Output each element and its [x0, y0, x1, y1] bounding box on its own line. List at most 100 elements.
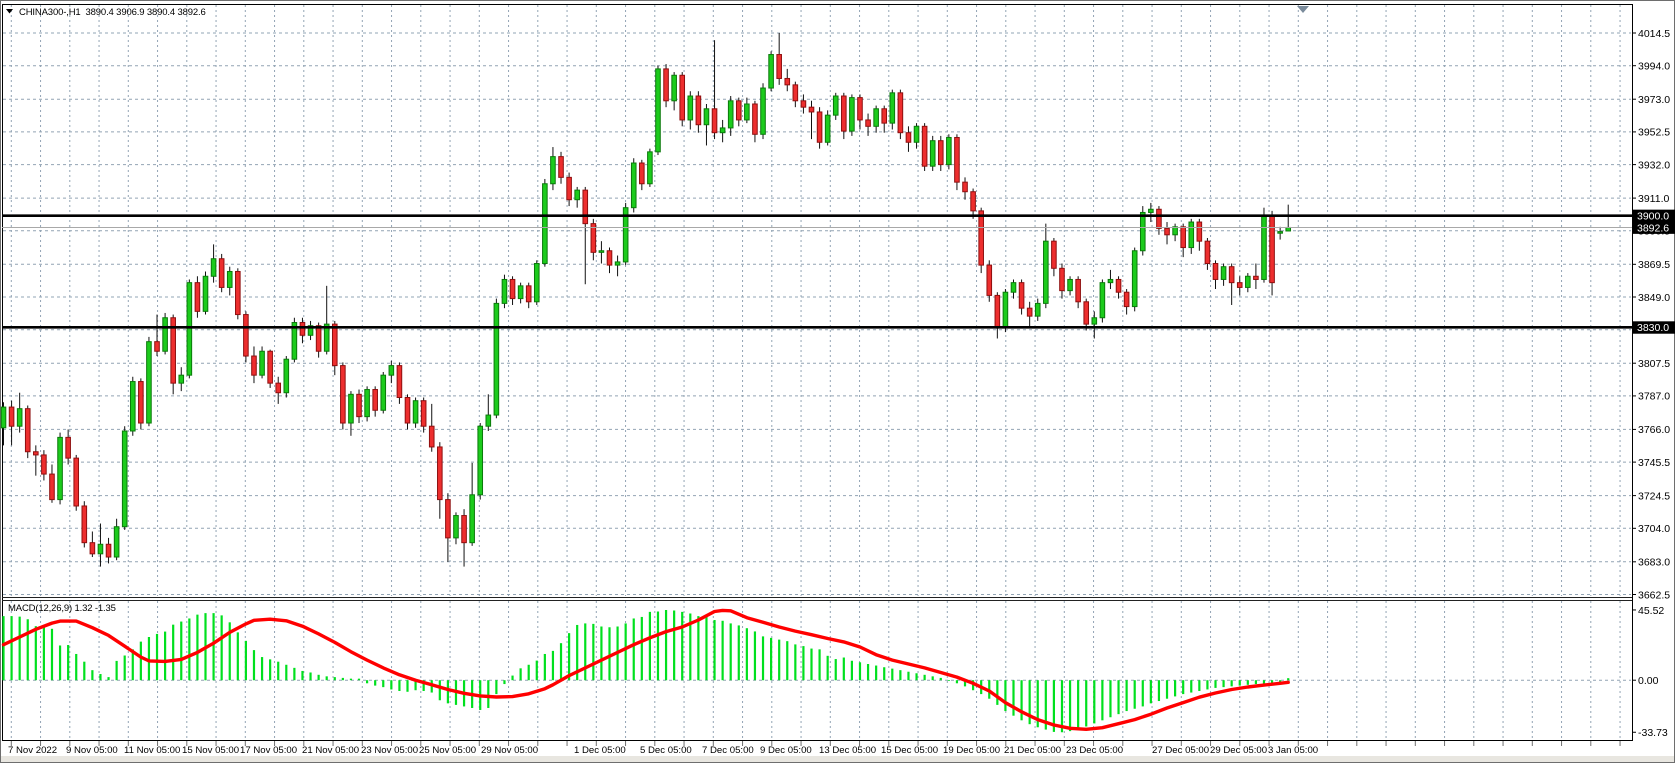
candle — [210, 244, 217, 283]
candle — [954, 134, 960, 191]
candle — [937, 135, 944, 171]
candle — [1083, 298, 1090, 331]
candle — [857, 94, 863, 130]
candle — [873, 105, 879, 133]
candle — [800, 94, 807, 114]
candle — [105, 537, 112, 564]
candle — [154, 314, 160, 357]
date-axis-label: 17 Nov 05:00 — [240, 745, 297, 756]
candle — [186, 279, 193, 379]
candle — [639, 159, 645, 191]
horizontal-lines-layer[interactable] — [2, 214, 1632, 329]
candle — [1115, 276, 1122, 299]
candle — [420, 397, 427, 433]
candle — [437, 442, 443, 519]
candle — [695, 91, 702, 133]
date-axis-label: 25 Nov 05:00 — [419, 745, 476, 756]
candle — [380, 371, 387, 414]
candle — [978, 207, 984, 274]
candle — [913, 123, 920, 149]
candle — [291, 317, 298, 363]
date-axis-label: 27 Dec 05:00 — [1152, 745, 1209, 756]
candle — [331, 320, 338, 376]
candle — [841, 92, 847, 140]
candles-layer[interactable] — [0, 33, 1292, 567]
candle — [509, 276, 516, 305]
candle — [1010, 279, 1017, 299]
candle — [121, 426, 128, 530]
candle — [24, 405, 31, 459]
symbol-dropdown-icon[interactable] — [6, 9, 13, 14]
candle — [655, 65, 661, 156]
candle — [65, 429, 71, 465]
candle — [946, 134, 952, 170]
candle — [243, 311, 249, 363]
candle — [307, 320, 314, 341]
date-axis-label: 19 Dec 05:00 — [943, 745, 1000, 756]
candle — [485, 394, 492, 432]
candle — [493, 298, 500, 419]
candle — [235, 268, 241, 320]
candle — [533, 260, 540, 305]
candle — [1212, 260, 1219, 290]
candle — [57, 432, 63, 505]
candle — [388, 360, 395, 384]
candle — [889, 89, 896, 130]
candle — [808, 100, 815, 140]
candle — [663, 64, 669, 108]
candle — [364, 386, 370, 422]
candle — [16, 392, 23, 433]
candle — [259, 346, 265, 379]
macd-layer[interactable] — [1, 608, 1290, 733]
candle — [574, 186, 580, 208]
candle — [1164, 222, 1170, 245]
price-axis-label: 3704.0 — [1638, 523, 1670, 535]
candle — [1107, 269, 1114, 290]
candle — [404, 394, 411, 430]
date-axis-label: 15 Dec 05:00 — [881, 745, 938, 756]
candle — [1043, 223, 1049, 309]
date-axis-label: 1 Dec 05:00 — [574, 745, 626, 756]
candle — [905, 126, 912, 152]
svg-text:3900.0: 3900.0 — [1637, 211, 1669, 223]
candle — [162, 312, 168, 355]
price-axis-label: 3932.0 — [1638, 159, 1670, 171]
date-axis-label: 11 Nov 05:00 — [124, 745, 180, 756]
candle — [1196, 218, 1203, 251]
candle — [41, 450, 47, 481]
candle — [428, 403, 435, 452]
candle — [1002, 289, 1009, 333]
date-axis-label: 5 Dec 05:00 — [640, 745, 692, 756]
candle — [1228, 263, 1235, 305]
date-axis-label: 21 Dec 05:00 — [1004, 745, 1061, 756]
price-axis-label: 3849.0 — [1638, 292, 1670, 304]
candle — [744, 97, 750, 124]
price-axis-label: 4014.5 — [1638, 28, 1670, 40]
candle — [299, 317, 306, 344]
candle — [251, 346, 257, 384]
candle — [1018, 279, 1025, 315]
candle — [89, 531, 96, 558]
candle — [986, 260, 993, 302]
candle — [275, 376, 282, 404]
candle — [1220, 263, 1227, 286]
macd-indicator-label: MACD(12,26,9) 1.32 -1.35 — [8, 603, 116, 614]
scroll-end-marker[interactable] — [1297, 6, 1309, 13]
candle — [760, 83, 766, 140]
grid-lines — [3, 5, 1631, 746]
candle — [566, 172, 572, 207]
candle — [768, 51, 774, 92]
price-axis-label: 3869.5 — [1638, 259, 1670, 271]
candle — [1123, 289, 1130, 315]
candle — [525, 282, 532, 309]
candle — [865, 113, 871, 136]
price-tag — [1633, 221, 1675, 234]
candle — [776, 33, 782, 85]
candle — [81, 501, 88, 548]
date-axis-label: 23 Nov 05:00 — [361, 745, 418, 756]
candle — [0, 402, 7, 446]
candle — [719, 119, 726, 143]
candle — [283, 356, 290, 398]
candle — [113, 518, 120, 561]
